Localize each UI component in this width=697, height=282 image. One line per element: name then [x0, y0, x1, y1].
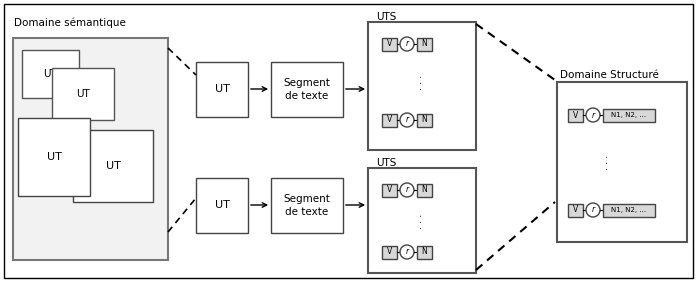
Bar: [22, 50, 79, 98]
Bar: [382, 246, 397, 259]
Bar: [368, 168, 476, 273]
Bar: [568, 109, 583, 122]
Bar: [271, 62, 343, 117]
Text: UT: UT: [105, 161, 121, 171]
Text: r: r: [406, 248, 408, 257]
Bar: [417, 246, 432, 259]
Text: UT: UT: [215, 85, 229, 94]
Text: V: V: [387, 39, 392, 49]
Text: r: r: [592, 206, 595, 215]
Text: N1, N2, ...: N1, N2, ...: [611, 207, 647, 213]
Text: N1, N2, ...: N1, N2, ...: [611, 112, 647, 118]
Bar: [382, 38, 397, 50]
Text: Domaine Structuré: Domaine Structuré: [560, 70, 659, 80]
Circle shape: [400, 183, 414, 197]
Text: V: V: [387, 186, 392, 195]
Text: r: r: [592, 111, 595, 120]
Text: · · ·: · · ·: [417, 74, 427, 90]
Bar: [271, 178, 343, 233]
Text: V: V: [573, 206, 578, 215]
Text: Segment
de texte: Segment de texte: [284, 194, 330, 217]
Text: · · ·: · · ·: [603, 154, 613, 170]
Bar: [382, 113, 397, 127]
Text: · · ·: · · ·: [417, 213, 427, 229]
Bar: [196, 178, 248, 233]
Bar: [568, 204, 583, 217]
Text: V: V: [387, 248, 392, 257]
Circle shape: [400, 245, 414, 259]
Bar: [417, 113, 432, 127]
Text: UT: UT: [44, 69, 57, 79]
Circle shape: [400, 113, 414, 127]
Bar: [52, 68, 114, 120]
Bar: [417, 38, 432, 50]
Text: V: V: [573, 111, 578, 120]
Bar: [382, 184, 397, 197]
Bar: [73, 130, 153, 202]
Text: N: N: [422, 248, 427, 257]
Bar: [557, 82, 687, 242]
Bar: [13, 38, 168, 260]
Text: UT: UT: [76, 89, 90, 99]
Circle shape: [400, 37, 414, 51]
Text: UTS: UTS: [376, 158, 397, 168]
Text: Domaine sémantique: Domaine sémantique: [14, 18, 126, 28]
Text: r: r: [406, 39, 408, 49]
Bar: [417, 184, 432, 197]
Circle shape: [586, 203, 600, 217]
Bar: [603, 109, 655, 122]
Text: N: N: [422, 39, 427, 49]
Text: UT: UT: [47, 152, 61, 162]
Text: UTS: UTS: [376, 12, 397, 22]
Bar: [603, 204, 655, 217]
Text: UT: UT: [215, 201, 229, 210]
Text: r: r: [406, 116, 408, 124]
Bar: [368, 22, 476, 150]
Text: V: V: [387, 116, 392, 124]
Bar: [18, 118, 90, 196]
Bar: [196, 62, 248, 117]
Text: Segment
de texte: Segment de texte: [284, 78, 330, 101]
Circle shape: [586, 108, 600, 122]
Text: N: N: [422, 116, 427, 124]
Text: N: N: [422, 186, 427, 195]
Text: r: r: [406, 186, 408, 195]
